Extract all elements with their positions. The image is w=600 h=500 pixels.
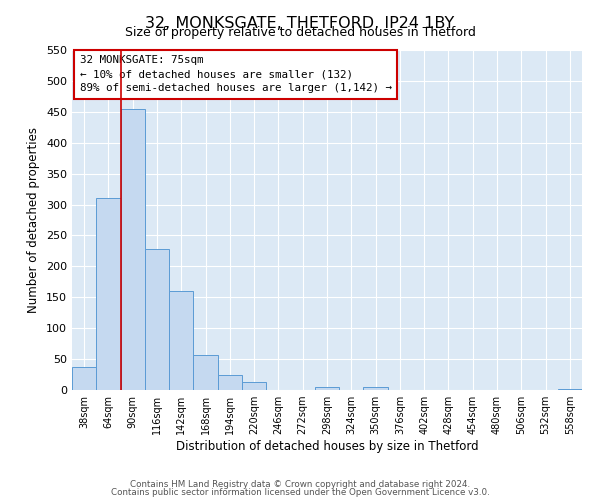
Bar: [558, 389, 582, 390]
Bar: [364, 387, 388, 390]
Bar: [96, 198, 121, 390]
Text: Contains public sector information licensed under the Open Government Licence v3: Contains public sector information licen…: [110, 488, 490, 497]
Bar: [315, 387, 339, 390]
Bar: [242, 382, 266, 390]
Bar: [121, 108, 145, 390]
Text: 32, MONKSGATE, THETFORD, IP24 1BY: 32, MONKSGATE, THETFORD, IP24 1BY: [145, 16, 455, 31]
Text: Size of property relative to detached houses in Thetford: Size of property relative to detached ho…: [125, 26, 475, 39]
Text: 32 MONKSGATE: 75sqm
← 10% of detached houses are smaller (132)
89% of semi-detac: 32 MONKSGATE: 75sqm ← 10% of detached ho…: [80, 55, 392, 93]
Y-axis label: Number of detached properties: Number of detached properties: [28, 127, 40, 313]
Bar: [218, 374, 242, 390]
X-axis label: Distribution of detached houses by size in Thetford: Distribution of detached houses by size …: [176, 440, 478, 453]
Bar: [145, 249, 169, 390]
Bar: [169, 291, 193, 390]
Text: Contains HM Land Registry data © Crown copyright and database right 2024.: Contains HM Land Registry data © Crown c…: [130, 480, 470, 489]
Bar: [193, 355, 218, 390]
Bar: [72, 367, 96, 390]
